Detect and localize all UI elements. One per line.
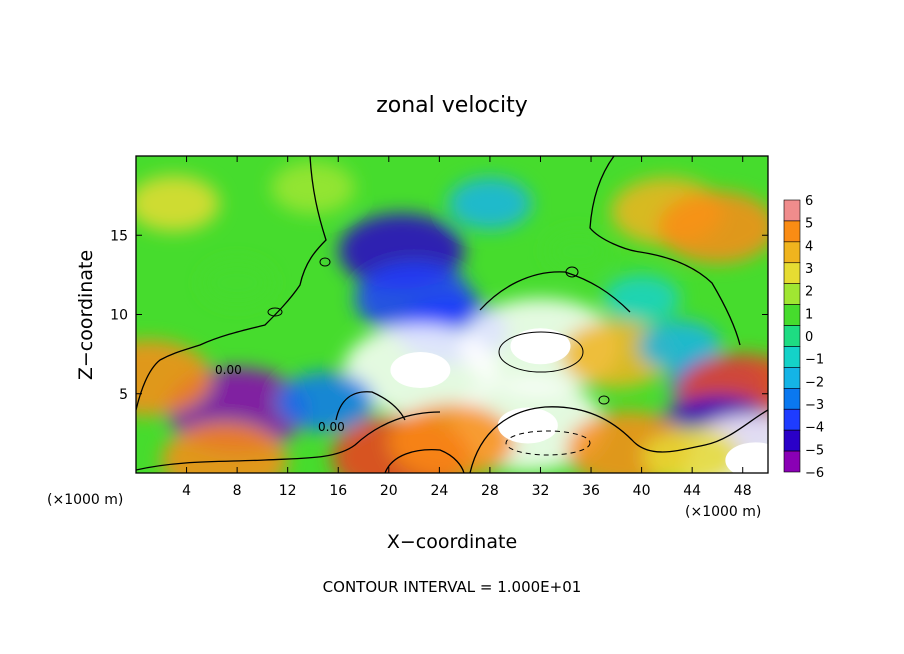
field-blob: [389, 403, 515, 473]
velocity-field: [136, 161, 768, 473]
y-tick-label: 10: [110, 308, 128, 324]
contour-label: 0.00: [318, 420, 345, 434]
colorbar-tick-label: −6: [805, 466, 824, 481]
contour-loop: [498, 331, 584, 373]
colorbar-tick-label: 3: [805, 262, 813, 277]
x-tick-label: 32: [532, 483, 550, 499]
x-tick-label: 36: [582, 483, 600, 499]
colorbar-box: [783, 388, 801, 410]
zero-contour-line: [384, 449, 465, 473]
x-tick-label: 4: [182, 483, 191, 499]
y-tick-label: 15: [110, 228, 128, 244]
contour-loop: [267, 307, 283, 317]
colorbar-box: [783, 283, 801, 305]
colorbar-box: [783, 346, 801, 368]
x-tick-label: 44: [683, 483, 701, 499]
x-tick-label: 16: [329, 483, 347, 499]
field-blob: [447, 177, 532, 230]
saturated-core: [390, 351, 451, 388]
colorbar-box: [783, 429, 801, 452]
contour-label: 0.00: [215, 363, 242, 377]
field-blob: [643, 427, 742, 473]
colorbar-tick-label: −5: [805, 443, 824, 458]
colorbar-box: [783, 220, 801, 243]
colorbar-box: [783, 367, 801, 389]
zero-contour-line: [479, 271, 631, 313]
colorbar-box: [783, 304, 801, 326]
colorbar-tick-label: 0: [805, 330, 813, 345]
zero-contour-line: [589, 156, 741, 346]
y-axis-label: Z−coordinate: [75, 250, 97, 380]
zero-contour-lines: [136, 156, 768, 473]
colorbar-box: [783, 450, 801, 473]
colorbar-tick-label: 4: [805, 239, 813, 254]
colorbar-tick-label: −2: [805, 375, 824, 390]
colorbar-box: [783, 199, 801, 222]
nonzero-contour-lines: [267, 257, 610, 456]
colorbar-box: [783, 325, 801, 347]
colorbar-tick-label: 5: [805, 217, 813, 232]
contour-loop: [598, 395, 610, 405]
chart-title: zonal velocity: [376, 93, 528, 118]
contour-loop: [319, 257, 331, 267]
x-tick-label: 48: [734, 483, 752, 499]
y-tick-label: 5: [119, 387, 128, 403]
x-tick-label: 28: [481, 483, 499, 499]
colorbar: 6 5 4 3 2 1 0 −1 −2 −3 −4 −5 −6: [783, 194, 824, 481]
field-blob: [202, 260, 273, 305]
x-tick-label: 8: [233, 483, 242, 499]
x-tick-label: 24: [430, 483, 448, 499]
x-axis: 4 8 12 16 20 24 28 32 36 40 44 48: [182, 156, 752, 499]
x-unit-right: (×1000 m): [685, 504, 761, 520]
plot-area: 0.00 0.00: [136, 156, 768, 473]
colorbar-box: [783, 408, 801, 431]
colorbar-tick-label: −1: [805, 353, 824, 368]
colorbar-box: [783, 241, 801, 264]
colorbar-box: [783, 262, 801, 284]
zero-contour-line: [335, 391, 406, 421]
colorbar-tick-label: 6: [805, 194, 813, 209]
x-axis-label: X−coordinate: [387, 531, 517, 553]
saturated-core: [510, 328, 571, 365]
x-tick-label: 12: [279, 483, 297, 499]
field-blob: [546, 231, 610, 272]
zero-contour-line: [136, 156, 327, 411]
zero-contour-line: [469, 406, 768, 473]
field-blob: [276, 371, 375, 432]
zero-contour-line: [136, 411, 441, 471]
contour-loop: [505, 430, 591, 456]
field-blob: [136, 175, 220, 232]
x-unit-left: (×1000 m): [47, 492, 123, 508]
field-blob: [657, 191, 768, 264]
contour-interval-note: CONTOUR INTERVAL = 1.000E+01: [323, 578, 582, 596]
field-blob: [136, 339, 212, 416]
contour-loop: [565, 266, 579, 278]
colorbar-tick-label: −4: [805, 421, 824, 436]
colorbar-tick-label: 2: [805, 285, 813, 300]
saturated-core: [497, 407, 558, 444]
colorbar-tick-label: 1: [805, 307, 813, 322]
x-tick-label: 40: [633, 483, 651, 499]
y-axis: 5 10 15: [110, 228, 768, 403]
x-tick-label: 20: [380, 483, 398, 499]
field-blob: [603, 274, 681, 323]
colorbar-tick-label: −3: [805, 398, 824, 413]
saturated-core: [725, 442, 768, 473]
